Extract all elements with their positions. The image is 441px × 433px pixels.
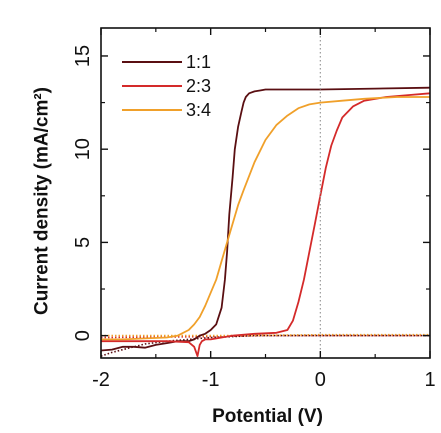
series-line-2	[101, 96, 430, 341]
legend-label-0: 1:1	[186, 52, 211, 72]
y-tick-label-0: 0	[72, 330, 94, 341]
x-axis-title: Potential (V)	[212, 406, 323, 427]
axis-ticks	[100, 28, 431, 358]
x-tick-labels: -2 -1 0 1	[92, 369, 435, 391]
dark-current-lines	[100, 333, 430, 357]
legend-label-1: 2:3	[186, 76, 211, 96]
x-tick-label-1: -1	[202, 369, 220, 391]
x-tick-label-2: 0	[315, 369, 326, 391]
legend-label-2: 3:4	[186, 100, 211, 120]
dark-series-line-2	[101, 333, 430, 337]
y-tick-label-1: 5	[72, 237, 94, 248]
y-tick-label-3: 15	[72, 45, 94, 67]
x-tick-label-0: -2	[92, 369, 110, 391]
y-tick-label-2: 10	[72, 138, 94, 160]
y-axis-title: Current density (mA/cm²)	[32, 87, 53, 315]
series-lines	[100, 86, 431, 358]
y-tick-labels: 0 5 10 15	[72, 45, 94, 341]
x-tick-label-3: 1	[424, 369, 435, 391]
series-line-0	[100, 86, 431, 352]
series-line-1	[101, 92, 431, 358]
legend: 1:1 2:3 3:4	[122, 52, 211, 120]
plot-frame	[100, 27, 431, 359]
dark-series-line-0	[100, 334, 430, 357]
